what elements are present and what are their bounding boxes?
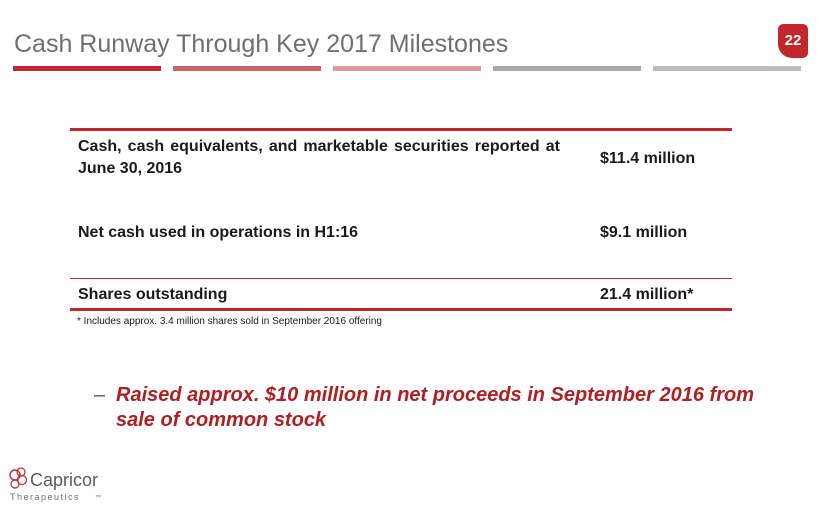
row-label-shares: Shares outstanding (78, 286, 228, 303)
logo-name: Capricor (30, 470, 98, 490)
logo-subtitle: Therapeutics (10, 492, 80, 502)
underline-bar (493, 66, 641, 71)
table-footnote: * Includes approx. 3.4 million shares so… (77, 316, 382, 327)
capricor-logo: Capricor Therapeutics ™ (6, 466, 126, 506)
bullet-marker: – (94, 384, 106, 406)
page-number-badge: 22 (778, 24, 808, 58)
row-label-net-cash: Net cash used in operations in H1:16 (78, 224, 359, 241)
capricor-logo-mark: Capricor Therapeutics ™ (9, 467, 101, 502)
table-divider-rule (70, 278, 732, 279)
slide-title: Cash Runway Through Key 2017 Milestones (14, 30, 509, 58)
underline-bar (333, 66, 481, 71)
table-bottom-rule (70, 308, 732, 311)
logo-trademark: ™ (95, 494, 101, 501)
underline-bar (13, 66, 161, 71)
underline-bar (653, 66, 801, 71)
underline-bar (173, 66, 321, 71)
table-top-rule (70, 128, 732, 131)
row-value-cash: $11.4 million (600, 150, 696, 167)
row-value-shares: 21.4 million* (600, 286, 694, 303)
row-value-net-cash: $9.1 million (600, 224, 688, 241)
highlight-bullet: – Raised approx. $10 million in net proc… (94, 383, 774, 433)
bullet-text: Raised approx. $10 million in net procee… (116, 384, 754, 431)
row-label-cash: Cash, cash equivalents, and marketable s… (78, 138, 560, 177)
